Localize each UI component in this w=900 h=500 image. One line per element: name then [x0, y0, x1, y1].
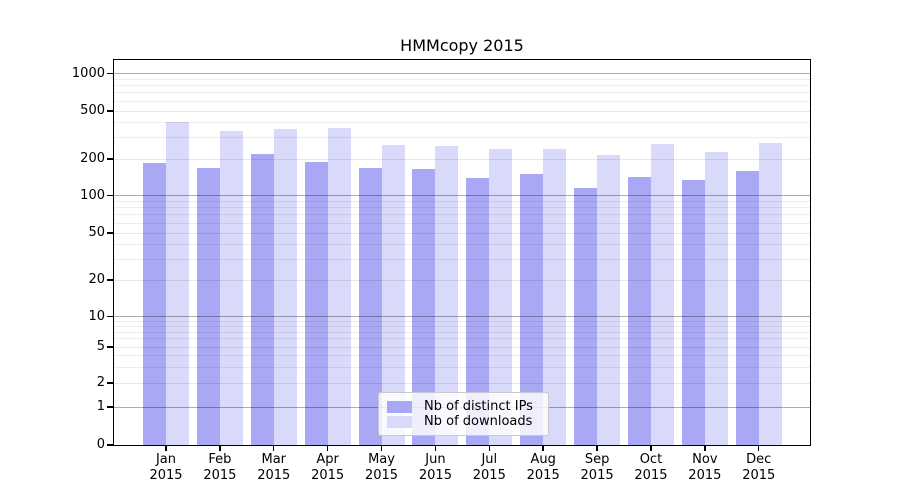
legend: Nb of distinct IPs Nb of downloads [378, 392, 549, 436]
legend-swatch-downloads-icon [387, 415, 412, 428]
x-tick-label-apr: Apr 2015 [311, 452, 345, 483]
legend-label-downloads: Nb of downloads [424, 414, 533, 429]
x-tick-label-jan: Jan 2015 [149, 452, 183, 483]
chart-title: HMMcopy 2015 [400, 36, 524, 55]
y-tick-label-500: 500 [80, 103, 105, 118]
legend-swatch-distinct-ips-icon [387, 400, 412, 413]
y-tick-label-20: 20 [88, 272, 105, 287]
y-tick-label-200: 200 [80, 151, 105, 166]
y-tick-label-50: 50 [88, 225, 105, 240]
x-tick-label-mar: Mar 2015 [257, 452, 291, 483]
x-tick-label-jul: Jul 2015 [472, 452, 506, 483]
y-tick-label-100: 100 [80, 187, 105, 203]
x-tick-label-may: May 2015 [364, 452, 399, 483]
y-tick-label-1000: 1000 [71, 65, 105, 81]
x-tick-label-sep: Sep 2015 [580, 452, 614, 483]
x-tick-label-aug: Aug 2015 [526, 452, 560, 483]
y-tick-label-2: 2 [96, 375, 105, 390]
legend-item-distinct-ips: Nb of distinct IPs [387, 400, 540, 413]
y-tick-label-5: 5 [96, 339, 105, 354]
y-tick-label-0: 0 [96, 437, 105, 452]
x-tick-label-dec: Dec 2015 [742, 452, 776, 483]
x-tick-label-feb: Feb 2015 [203, 452, 237, 483]
plot-frame [113, 59, 811, 446]
legend-item-downloads: Nb of downloads [387, 415, 540, 428]
x-tick-label-jun: Jun 2015 [418, 452, 452, 483]
x-tick-label-oct: Oct 2015 [634, 452, 668, 483]
x-tick-label-nov: Nov 2015 [688, 452, 722, 483]
legend-label-distinct-ips: Nb of distinct IPs [424, 399, 533, 414]
y-tick-label-10: 10 [88, 308, 105, 324]
y-tick-label-1: 1 [96, 399, 105, 414]
